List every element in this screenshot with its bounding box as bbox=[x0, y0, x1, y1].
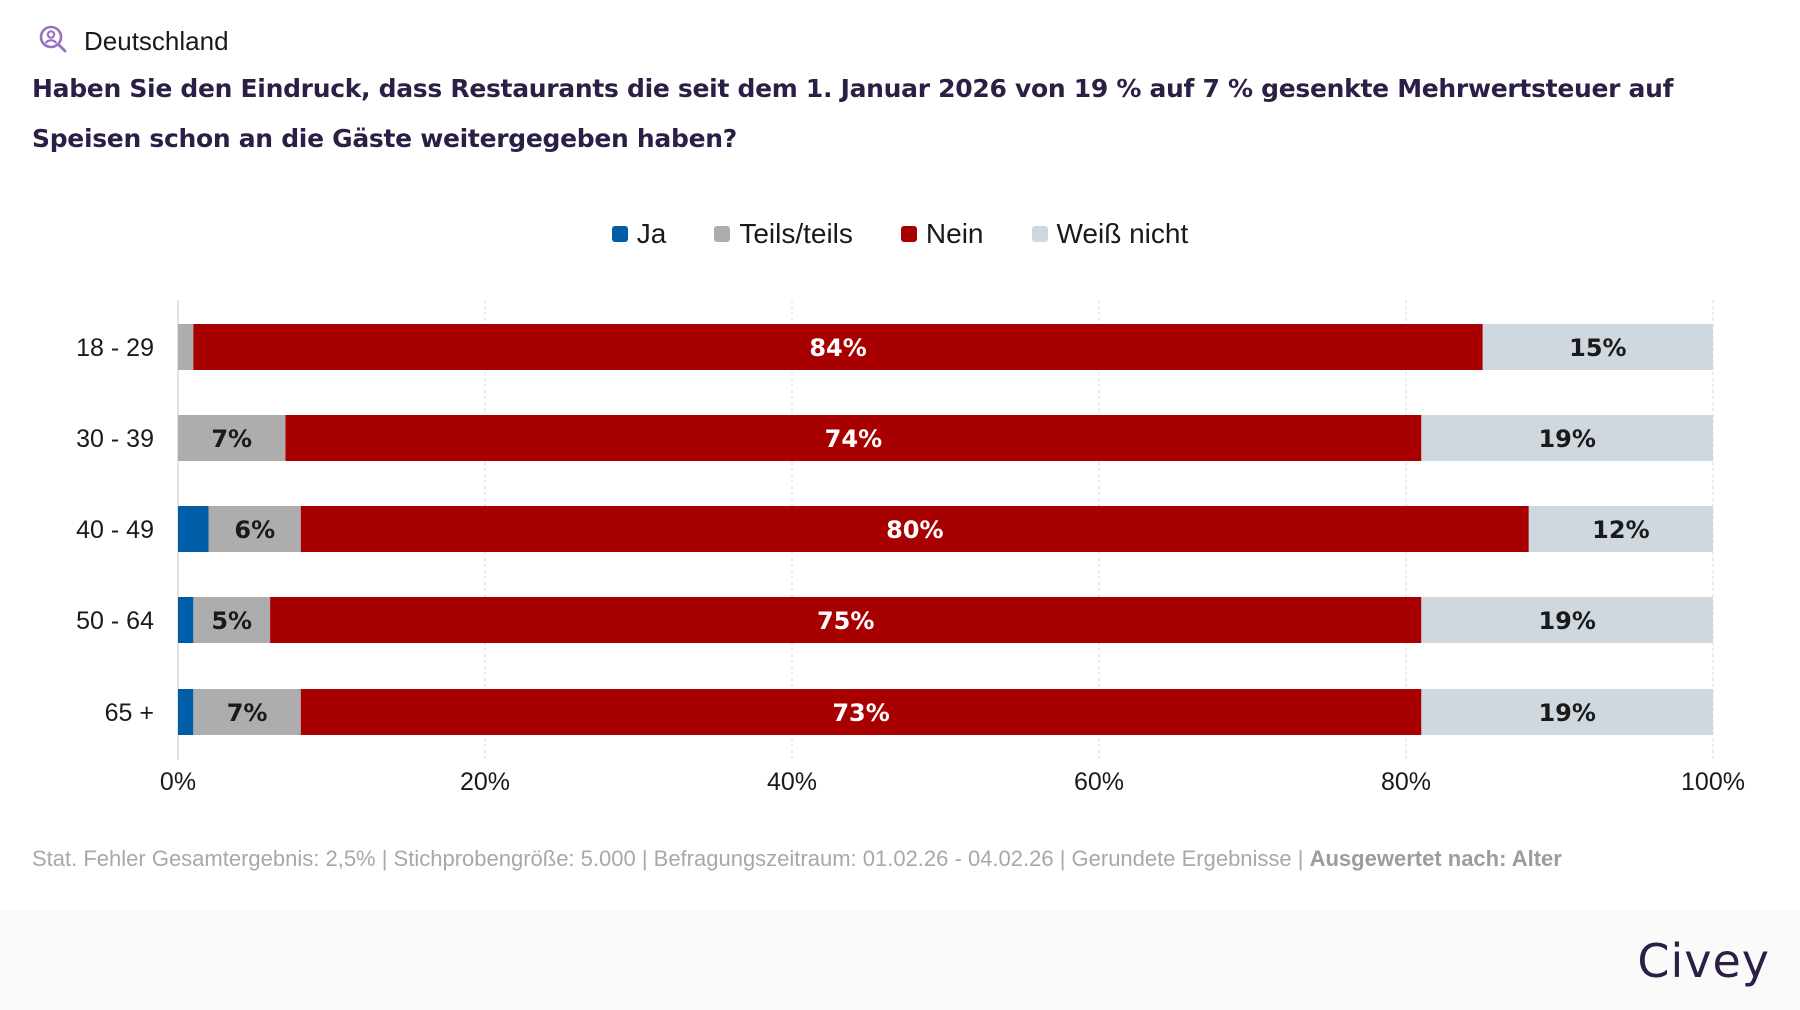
location-header: Deutschland bbox=[38, 24, 229, 59]
x-tick-label: 40% bbox=[767, 768, 817, 796]
civey-logo[interactable]: Civey bbox=[1637, 934, 1770, 988]
data-label: 7% bbox=[227, 699, 268, 727]
question-title: Haben Sie den Eindruck, dass Restaurants… bbox=[32, 74, 1674, 153]
data-label: 15% bbox=[1569, 334, 1626, 362]
category-label: 18 - 29 bbox=[76, 334, 154, 362]
category-label: 40 - 49 bbox=[76, 516, 154, 544]
x-tick-label: 60% bbox=[1074, 768, 1124, 796]
bar-segment-wei-nicht bbox=[1421, 597, 1713, 643]
bar-segment-nein bbox=[300, 506, 1529, 552]
data-label: 74% bbox=[825, 425, 882, 453]
legend-item[interactable]: Ja bbox=[611, 218, 667, 250]
data-label: 80% bbox=[886, 516, 943, 544]
legend-label: Weiß nicht bbox=[1056, 218, 1189, 249]
location-label: Deutschland bbox=[84, 26, 229, 56]
bar-segment-wei-nicht bbox=[1528, 506, 1713, 552]
bar-segment-ja bbox=[178, 597, 194, 643]
data-label: 75% bbox=[817, 607, 874, 635]
bar-segment-nein bbox=[300, 689, 1422, 735]
bar-segment-nein bbox=[270, 597, 1422, 643]
data-label: 19% bbox=[1538, 425, 1595, 453]
data-label: 19% bbox=[1538, 607, 1595, 635]
bar-segment-wei-nicht bbox=[1482, 324, 1713, 370]
footer-note: Stat. Fehler Gesamtergebnis: 2,5% | Stic… bbox=[32, 846, 1562, 872]
x-tick-label: 100% bbox=[1681, 768, 1745, 796]
legend-swatch bbox=[714, 226, 731, 242]
legend-label: Teils/teils bbox=[739, 218, 853, 249]
bar-segment-teils-teils bbox=[208, 506, 301, 552]
data-label: 73% bbox=[832, 699, 889, 727]
data-label: 5% bbox=[211, 607, 252, 635]
legend-label: Nein bbox=[925, 218, 984, 249]
legend-label: Ja bbox=[636, 218, 667, 249]
footer-note-text: Stat. Fehler Gesamtergebnis: 2,5% | Stic… bbox=[32, 846, 1310, 871]
footer-band bbox=[0, 910, 1800, 1010]
x-tick-label: 80% bbox=[1381, 768, 1431, 796]
bar-segment-nein bbox=[285, 415, 1422, 461]
legend-item[interactable]: Teils/teils bbox=[714, 218, 853, 250]
category-label: 65 + bbox=[105, 699, 154, 727]
footer-note-bold: Ausgewertet nach: Alter bbox=[1309, 846, 1562, 871]
bar-segment-teils-teils bbox=[178, 415, 286, 461]
stacked-bar-chart: 0% 20% 40% 60% 80% 100% 18 - 29 84% 15% 30 - 39 7%… bbox=[76, 300, 1745, 796]
category-label: 30 - 39 bbox=[76, 425, 154, 453]
legend-swatch bbox=[900, 226, 917, 242]
legend-swatch bbox=[1031, 226, 1048, 242]
bar-segment-teils-teils bbox=[178, 324, 194, 370]
data-label: 12% bbox=[1592, 516, 1649, 544]
bar-segment-teils-teils bbox=[193, 689, 301, 735]
legend-item[interactable]: Weiß nicht bbox=[1031, 218, 1189, 250]
data-label: 6% bbox=[234, 516, 275, 544]
bar-segment-ja bbox=[178, 506, 209, 552]
legend-item[interactable]: Nein bbox=[900, 218, 984, 250]
bar-segment-nein bbox=[193, 324, 1483, 370]
category-label: 50 - 64 bbox=[76, 607, 154, 635]
data-label: 19% bbox=[1538, 699, 1595, 727]
data-label: 7% bbox=[211, 425, 252, 453]
bar-segment-ja bbox=[178, 689, 194, 735]
bar-segment-wei-nicht bbox=[1421, 415, 1713, 461]
legend: Ja Teils/teils Nein Weiß nicht bbox=[0, 218, 1800, 250]
data-label: 84% bbox=[809, 334, 866, 362]
user-search-icon bbox=[38, 24, 68, 59]
bar-segment-teils-teils bbox=[193, 597, 271, 643]
x-tick-label: 20% bbox=[460, 768, 510, 796]
x-tick-label: 0% bbox=[160, 768, 196, 796]
bar-segment-wei-nicht bbox=[1421, 689, 1713, 735]
legend-swatch bbox=[611, 226, 628, 242]
